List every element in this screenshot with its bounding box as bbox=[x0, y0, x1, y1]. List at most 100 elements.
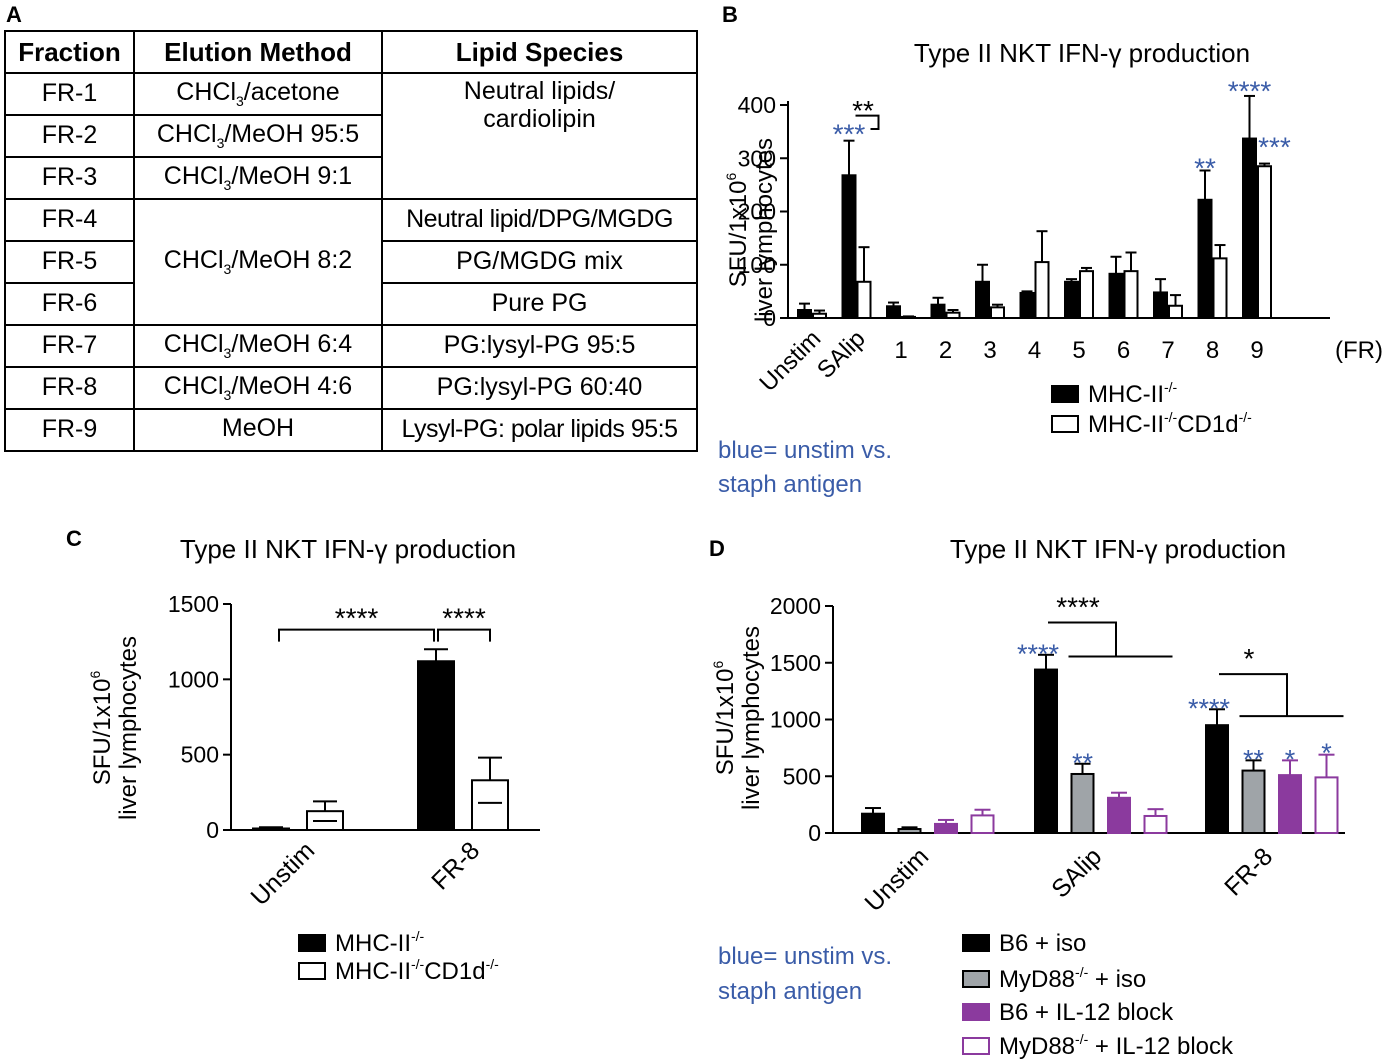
bar bbox=[934, 822, 958, 834]
y-tick-label: 300 bbox=[738, 145, 776, 171]
significance-stars: * bbox=[1321, 738, 1332, 768]
x-tick-label: 6 bbox=[1117, 337, 1130, 364]
panel-label-c: C bbox=[66, 526, 82, 551]
fraction-cell: FR-7 bbox=[4, 324, 135, 368]
significance-stars: **** bbox=[1188, 694, 1231, 724]
fraction-cell: FR-5 bbox=[4, 240, 135, 284]
bar bbox=[1108, 272, 1124, 319]
bar bbox=[1205, 724, 1229, 834]
species-cell: PG:lysyl-PG 60:40 bbox=[381, 366, 698, 410]
fraction-cell: FR-9 bbox=[4, 408, 135, 452]
bar bbox=[1212, 257, 1228, 319]
bar bbox=[797, 309, 812, 320]
method-cell: CHCl3/acetone bbox=[133, 72, 383, 116]
x-tick-label: Unstim bbox=[245, 836, 320, 911]
y-tick-label: 400 bbox=[738, 92, 776, 118]
legend-swatch bbox=[962, 1037, 990, 1055]
significance-stars: * bbox=[1285, 745, 1296, 775]
species-line: Neutral lipids/ bbox=[463, 77, 616, 105]
x-tick-label: SAlip bbox=[1046, 842, 1107, 903]
legend-label: MHC-II-/- bbox=[1088, 379, 1178, 408]
legend-swatch bbox=[298, 934, 326, 952]
table-row: FR-8 CHCl3/MeOH 4:6 PG:lysyl-PG 60:40 bbox=[4, 366, 698, 410]
lipid-fraction-table: Fraction Elution Method Lipid Species FR… bbox=[4, 30, 698, 452]
significance-stars: * bbox=[1244, 643, 1255, 674]
note-line: staph antigen bbox=[718, 471, 862, 498]
bar bbox=[990, 306, 1005, 320]
chart-title: Type II NKT IFN-γ production bbox=[180, 534, 516, 564]
table-header-row: Fraction Elution Method Lipid Species bbox=[4, 30, 698, 74]
fraction-cell: FR-8 bbox=[4, 366, 135, 410]
table-row: FR-1 CHCl3/acetone Neutral lipids/cardio… bbox=[4, 72, 698, 200]
bar bbox=[812, 312, 827, 319]
chart-b: Type II NKT IFN-γ production SFU/1x106 liv… bbox=[718, 38, 1383, 498]
bar bbox=[945, 311, 961, 319]
y-tick-label: 200 bbox=[738, 199, 776, 225]
bar bbox=[861, 812, 885, 835]
bar bbox=[1241, 769, 1266, 835]
table-row: FR-7 CHCl3/MeOH 6:4 PG:lysyl-PG 95:5 bbox=[4, 324, 698, 368]
legend-swatch bbox=[962, 934, 990, 952]
x-tick-label: Unstim bbox=[859, 842, 934, 917]
lipid-species-header: Lipid Species bbox=[381, 30, 698, 74]
species-cell: Neutral lipids/cardiolipin bbox=[381, 72, 698, 200]
x-tick-label: SAlip bbox=[812, 325, 871, 384]
fraction-cell: FR-2 bbox=[4, 114, 135, 158]
table-row: FR-4 CHCl3/MeOH 8:2 Neutral lipid/DPG/MG… bbox=[4, 198, 698, 326]
bar bbox=[1314, 776, 1339, 835]
y-tick-label: 500 bbox=[181, 742, 219, 768]
significance-stars: ** bbox=[1243, 745, 1265, 775]
method-cell: CHCl3/MeOH 4:6 bbox=[133, 366, 383, 410]
x-tick-label: 4 bbox=[1028, 337, 1041, 364]
legend-label: MHC-II-/-CD1d-/- bbox=[1088, 409, 1252, 438]
significance-stars: *** bbox=[833, 118, 866, 149]
significance-bracket bbox=[1219, 673, 1288, 717]
significance-bracket bbox=[855, 114, 880, 130]
bar bbox=[975, 280, 990, 320]
bar bbox=[1034, 668, 1058, 834]
significance-stars: **** bbox=[335, 603, 379, 634]
table-row: FR-2 CHCl3/MeOH 95:5 bbox=[4, 114, 697, 158]
chart-c: Type II NKT IFN-γ production SFU/1x106 liv… bbox=[87, 534, 540, 985]
y-tick-label: 0 bbox=[808, 820, 821, 846]
bar bbox=[886, 305, 901, 320]
y-tick-label: 500 bbox=[783, 763, 821, 789]
x-tick-label: 8 bbox=[1206, 337, 1219, 364]
y-tick-label: 2000 bbox=[770, 593, 821, 619]
y-tick-label: 1500 bbox=[168, 591, 219, 617]
bar bbox=[417, 660, 455, 832]
bar bbox=[1019, 291, 1035, 320]
legend-label: B6 + IL-12 block bbox=[999, 999, 1174, 1026]
species-cell: Pure PG bbox=[381, 282, 698, 326]
panel-label-d: D bbox=[709, 536, 725, 561]
x-tick-label: FR-8 bbox=[426, 836, 485, 895]
bar bbox=[901, 315, 916, 319]
x-tick-label: 3 bbox=[983, 337, 996, 364]
note-line: blue= unstim vs. bbox=[718, 943, 892, 970]
significance-stars: **** bbox=[1056, 591, 1100, 622]
fraction-cell: FR-1 bbox=[4, 72, 135, 116]
fraction-cell: FR-3 bbox=[4, 156, 135, 200]
fraction-cell: FR-4 bbox=[4, 198, 135, 242]
significance-stars: ** bbox=[1072, 748, 1094, 778]
legend-label: B6 + iso bbox=[999, 930, 1086, 957]
significance-bracket bbox=[437, 628, 491, 642]
y-axis-label-line2: liver lymphocytes bbox=[115, 636, 142, 820]
significance-stars: **** bbox=[1228, 75, 1272, 106]
bar bbox=[841, 174, 857, 319]
method-cell: MeOH bbox=[133, 408, 383, 452]
method-cell: CHCl3/MeOH 8:2 bbox=[133, 198, 383, 326]
table-row: FR-6 Pure PG bbox=[4, 282, 698, 326]
y-tick-label: 0 bbox=[206, 817, 219, 843]
fraction-cell: FR-6 bbox=[4, 282, 135, 326]
significance-bracket bbox=[278, 628, 435, 642]
bar bbox=[1278, 774, 1302, 834]
fraction-header: Fraction bbox=[4, 30, 135, 74]
bar bbox=[1079, 270, 1094, 320]
bar bbox=[1070, 772, 1095, 834]
chart-d: Type II NKT IFN-γ production SFU/1x106 liv… bbox=[710, 534, 1345, 1060]
x-tick-label: 9 bbox=[1250, 337, 1263, 364]
x-tick-label: FR-8 bbox=[1219, 842, 1278, 901]
bar bbox=[1257, 165, 1272, 319]
